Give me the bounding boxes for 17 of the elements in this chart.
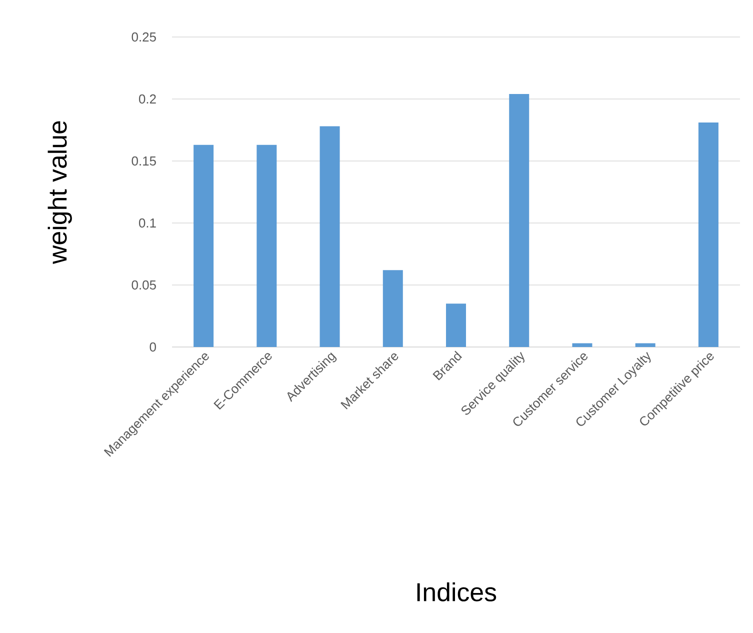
bar [572,343,592,347]
bar [446,304,466,347]
bar [382,270,403,347]
bar [256,144,277,347]
y-tick-label: 0.15 [132,156,156,166]
y-tick-label: 0.1 [138,218,156,228]
x-axis-title: Indices [417,582,496,602]
y-axis-title: weight value [48,121,72,264]
y-tick-label: 0.05 [132,280,156,290]
y-tick-label: 0.2 [138,94,156,104]
y-tick-label: 0.25 [132,32,156,42]
y-tick-label: 0 [150,342,156,352]
bar [194,144,214,347]
bar [509,94,530,347]
bar [698,122,718,347]
bar [320,126,340,347]
bar [635,343,656,347]
